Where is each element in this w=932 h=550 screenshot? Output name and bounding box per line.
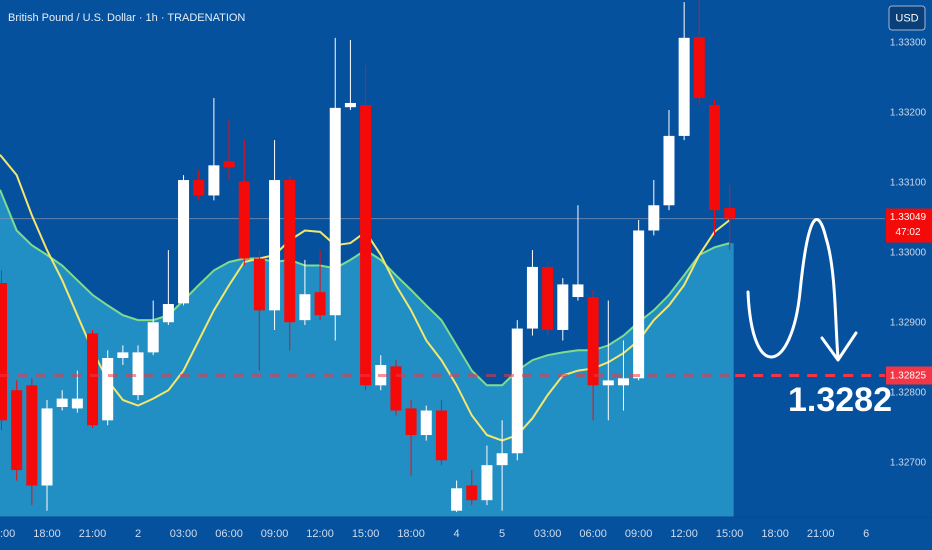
y-tick-label: 1.32900 [890, 318, 927, 329]
candle-body [724, 208, 736, 219]
candle-body [223, 161, 235, 168]
x-tick-label: 06:00 [579, 528, 607, 540]
candle-body [147, 322, 159, 353]
candle-body [405, 408, 417, 436]
candle-body [708, 105, 720, 211]
last-price-label: 1.33049 [890, 212, 927, 223]
x-tick-label: 03:00 [170, 528, 198, 540]
x-tick-label: 21:00 [79, 528, 107, 540]
forecast-arrow [746, 218, 840, 360]
x-tick-label: 2 [135, 528, 141, 540]
x-tick-label: 06:00 [215, 528, 243, 540]
candle-body [466, 485, 478, 501]
candle-body [117, 352, 129, 358]
candle-body [617, 378, 629, 386]
candle-body [420, 410, 432, 436]
x-tick-label: 18:00 [397, 528, 425, 540]
candle-body [390, 366, 402, 411]
candle-body [602, 380, 614, 386]
candle-body [693, 37, 705, 99]
candle-body [344, 102, 356, 108]
y-tick-label: 1.33200 [890, 107, 927, 118]
arrow-head [820, 331, 858, 362]
candle-body [162, 304, 174, 323]
y-tick-label: 1.32800 [890, 388, 927, 399]
candle-body [284, 180, 296, 323]
candle-body [557, 284, 569, 330]
candle-body [314, 292, 326, 316]
candle-body [526, 266, 538, 329]
x-tick-label: 15:00 [716, 528, 744, 540]
candle-body [435, 410, 447, 461]
countdown-label: 47:02 [895, 227, 920, 238]
candle-body [238, 181, 250, 259]
candle-body [41, 408, 53, 486]
currency-label[interactable]: USD [895, 12, 918, 24]
x-tick-label: 15:00 [352, 528, 380, 540]
candle-body [299, 294, 311, 321]
candle-body [87, 333, 99, 426]
candle-body [26, 385, 38, 486]
candle-body [511, 328, 523, 454]
y-tick-label: 1.33100 [890, 177, 927, 188]
candle-body [648, 205, 660, 231]
candle-body [496, 453, 508, 466]
x-tick-label: 4 [454, 528, 460, 540]
candle-body [208, 165, 220, 196]
x-tick-label: 6 [863, 528, 869, 540]
candle-body [132, 352, 144, 396]
x-tick-label: 12:00 [306, 528, 334, 540]
candle-body [193, 180, 205, 196]
x-tick-label: 5 [499, 528, 505, 540]
level-tag [886, 366, 932, 385]
x-tick-label: 09:00 [261, 528, 289, 540]
x-tick-label: 18:00 [761, 528, 789, 540]
candle-body [360, 105, 372, 386]
candle-body [572, 284, 584, 298]
candle-body [633, 230, 645, 379]
candle-body [587, 297, 599, 386]
y-tick-label: 1.32700 [890, 458, 927, 469]
candle-body [269, 180, 281, 311]
y-tick-label: 1.33000 [890, 248, 927, 259]
x-tick-label: 12:00 [670, 528, 698, 540]
x-tick-label: 09:00 [625, 528, 653, 540]
candle-body [329, 107, 341, 316]
candle-body [678, 37, 690, 136]
candle-body [11, 390, 23, 471]
candle-body [71, 398, 83, 409]
x-tick-label: 18:00 [33, 528, 61, 540]
y-tick-label: 1.33300 [890, 37, 927, 48]
candle-body [178, 180, 190, 304]
level-tag-label: 1.32825 [890, 371, 927, 382]
chart-title: British Pound / U.S. Dollar · 1h · TRADE… [8, 12, 245, 24]
candle-body [102, 357, 114, 421]
candle-body [481, 465, 493, 501]
candle-body [542, 266, 554, 330]
last-price-tag [886, 208, 932, 243]
candle-body [0, 283, 7, 421]
candle-body [451, 488, 463, 511]
candle-body [663, 135, 675, 206]
x-tick-label: 21:00 [807, 528, 835, 540]
target-annotation: 1.3282 [788, 381, 892, 419]
x-tick-label: 03:00 [534, 528, 562, 540]
candle-body [56, 398, 68, 408]
currency-button[interactable] [888, 5, 926, 31]
x-tick-label: 15:00 [0, 528, 15, 540]
candle-body [253, 258, 265, 311]
